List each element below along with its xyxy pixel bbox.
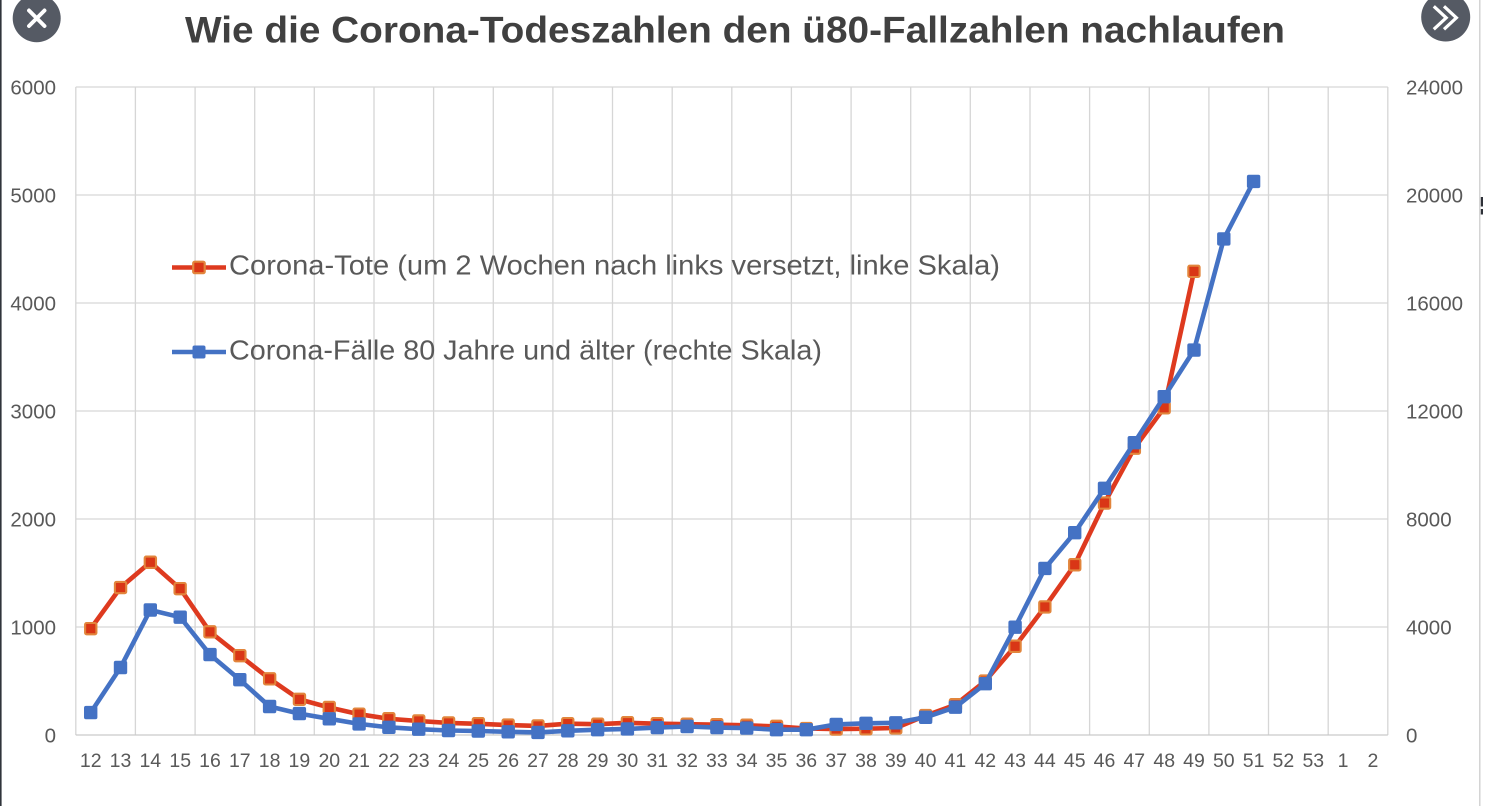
svg-text:42: 42 xyxy=(974,750,996,772)
svg-text:51: 51 xyxy=(1243,750,1265,772)
svg-text:23: 23 xyxy=(408,750,430,772)
svg-text:5000: 5000 xyxy=(10,184,56,207)
svg-text:3000: 3000 xyxy=(10,400,56,423)
svg-text:2: 2 xyxy=(1367,750,1378,772)
svg-text:17: 17 xyxy=(229,750,251,772)
svg-text:16000: 16000 xyxy=(1406,292,1463,315)
svg-text:24: 24 xyxy=(438,750,460,772)
svg-text:31: 31 xyxy=(646,750,668,772)
svg-text:12: 12 xyxy=(80,750,102,772)
svg-text:Corona-Tote (um 2 Wochen nach: Corona-Tote (um 2 Wochen nach links vers… xyxy=(229,250,1000,281)
svg-text:43: 43 xyxy=(1004,750,1026,772)
svg-text:38: 38 xyxy=(855,750,877,772)
svg-text:41: 41 xyxy=(945,750,967,772)
svg-text:36: 36 xyxy=(795,750,817,772)
svg-text:12000: 12000 xyxy=(1406,400,1463,423)
svg-text:49: 49 xyxy=(1183,750,1205,772)
svg-text:27: 27 xyxy=(527,750,549,772)
svg-text:0: 0 xyxy=(1406,724,1417,747)
svg-text:4000: 4000 xyxy=(10,292,56,315)
svg-text:34: 34 xyxy=(736,750,758,772)
svg-text:21: 21 xyxy=(348,750,370,772)
svg-text:25: 25 xyxy=(467,750,489,772)
svg-text:18: 18 xyxy=(259,750,281,772)
svg-text:1: 1 xyxy=(1338,750,1349,772)
svg-text:20: 20 xyxy=(318,750,340,772)
svg-text:45: 45 xyxy=(1064,750,1086,772)
svg-text:20000: 20000 xyxy=(1406,184,1463,207)
svg-text:8000: 8000 xyxy=(1406,508,1452,531)
svg-text:50: 50 xyxy=(1213,750,1235,772)
svg-text:52: 52 xyxy=(1273,750,1295,772)
svg-text:26: 26 xyxy=(497,750,519,772)
svg-text:47: 47 xyxy=(1123,750,1145,772)
svg-text:44: 44 xyxy=(1034,750,1056,772)
svg-text:14: 14 xyxy=(139,750,161,772)
svg-text:33: 33 xyxy=(706,750,728,772)
svg-text:0: 0 xyxy=(45,724,56,747)
svg-text:24000: 24000 xyxy=(1406,76,1463,99)
svg-text:Wie die Corona-Todeszahlen den: Wie die Corona-Todeszahlen den ü80-Fallz… xyxy=(185,10,1285,51)
svg-text:15: 15 xyxy=(169,750,191,772)
svg-text:Corona-Fälle 80 Jahre und älte: Corona-Fälle 80 Jahre und älter (rechte … xyxy=(229,335,822,366)
svg-text:39: 39 xyxy=(885,750,907,772)
svg-text:13: 13 xyxy=(110,750,132,772)
svg-text:29: 29 xyxy=(587,750,609,772)
svg-text:6000: 6000 xyxy=(10,76,56,99)
svg-text:19: 19 xyxy=(289,750,311,772)
svg-text:46: 46 xyxy=(1094,750,1116,772)
svg-text:32: 32 xyxy=(676,750,698,772)
svg-text:48: 48 xyxy=(1153,750,1175,772)
svg-text:35: 35 xyxy=(766,750,788,772)
svg-text:16: 16 xyxy=(199,750,221,772)
svg-text:2000: 2000 xyxy=(10,508,56,531)
svg-text:1000: 1000 xyxy=(10,616,56,639)
svg-text:37: 37 xyxy=(825,750,847,772)
svg-text:40: 40 xyxy=(915,750,937,772)
svg-text:53: 53 xyxy=(1302,750,1324,772)
svg-text:4000: 4000 xyxy=(1406,616,1452,639)
svg-text:22: 22 xyxy=(378,750,400,772)
svg-text:28: 28 xyxy=(557,750,579,772)
svg-text:30: 30 xyxy=(617,750,639,772)
